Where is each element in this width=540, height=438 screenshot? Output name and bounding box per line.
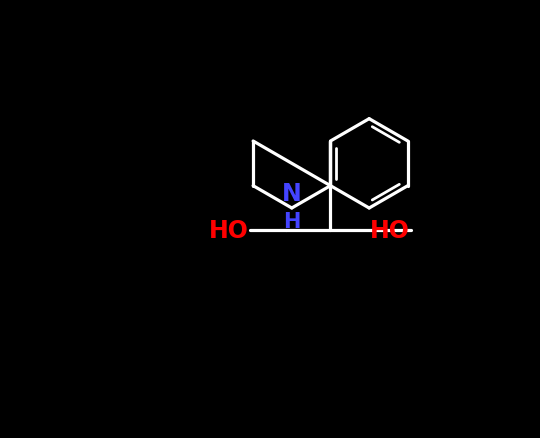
Text: HO: HO <box>369 219 409 243</box>
Text: H: H <box>283 212 300 232</box>
Text: N: N <box>282 181 302 205</box>
Text: HO: HO <box>208 219 248 243</box>
